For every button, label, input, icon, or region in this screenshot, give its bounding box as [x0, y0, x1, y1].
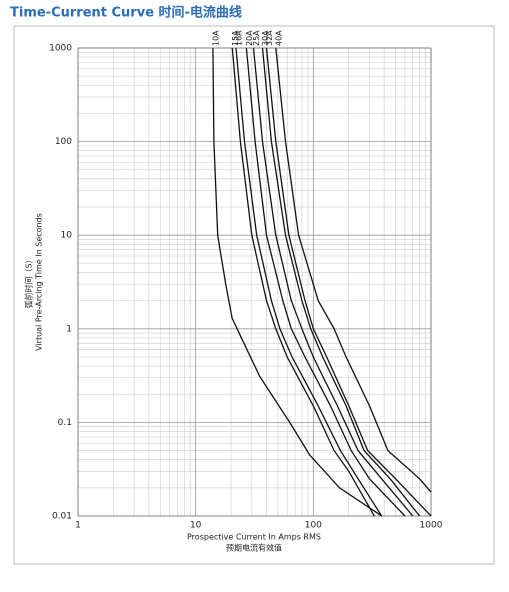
curve — [212, 47, 383, 517]
curve-label: 10A — [211, 30, 220, 46]
curve — [275, 47, 432, 493]
plot-frame — [77, 47, 432, 517]
curve — [265, 47, 432, 517]
curve — [261, 47, 421, 517]
y-tick-label: 1000 — [49, 44, 72, 54]
curve-label: 40A — [274, 30, 283, 46]
y-tick-label: 1 — [66, 324, 72, 334]
curve-label: 20A — [245, 30, 254, 46]
x-axis-label-zh: 预期电流有效值 — [226, 543, 282, 553]
y-axis-label-zh: 弧前时间（S） — [24, 255, 34, 308]
x-tick-label: 1000 — [420, 521, 443, 531]
curve-label: 32A — [265, 30, 274, 46]
curve — [245, 47, 406, 517]
y-tick-label: 100 — [55, 137, 72, 147]
x-tick-label: 10 — [190, 521, 202, 531]
curve — [231, 47, 375, 517]
y-tick-label: 10 — [61, 231, 73, 241]
curve-label: 25A — [252, 30, 261, 46]
curve-label: 16A — [234, 30, 243, 46]
outer-frame — [13, 25, 495, 565]
y-axis-label: Virtual Pre-Arcing Time In Seconds — [35, 213, 44, 351]
x-axis-label: Prospective Current In Amps RMS — [187, 533, 321, 542]
curve — [235, 47, 383, 517]
chart-title: Time-Current Curve 时间-电流曲线 — [10, 5, 242, 21]
curve-label: 30A — [261, 30, 270, 46]
y-tick-label: 0.01 — [52, 512, 72, 522]
x-tick-label: 100 — [305, 521, 322, 531]
x-tick-label: 1 — [75, 521, 81, 531]
curve-label: 15A — [231, 30, 240, 46]
y-tick-label: 0.1 — [58, 418, 72, 428]
curve — [252, 47, 414, 517]
